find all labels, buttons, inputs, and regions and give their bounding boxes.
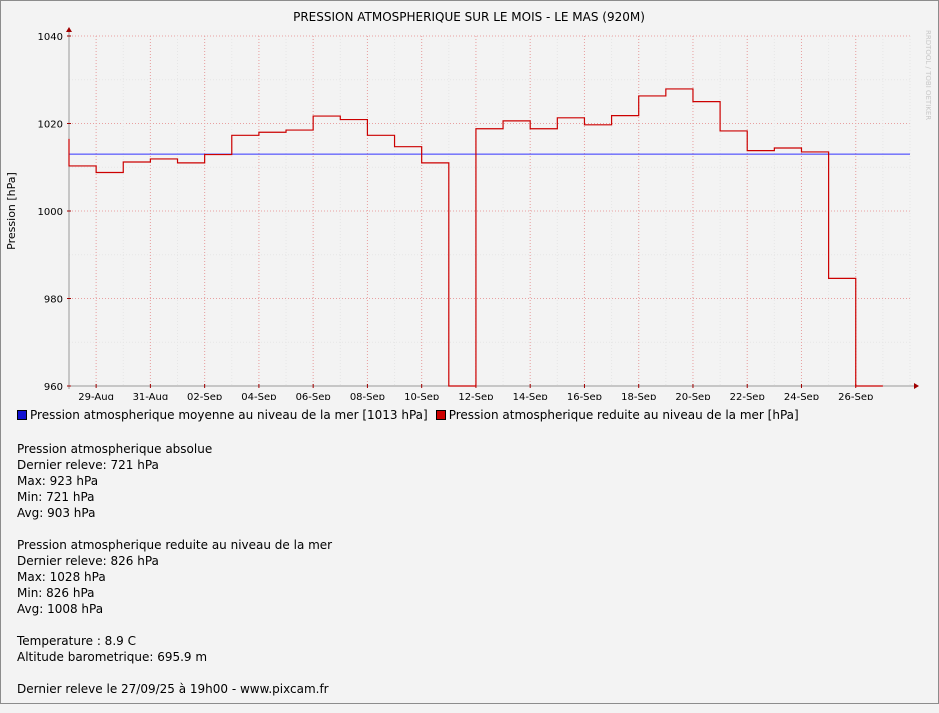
stats-panel: Pression atmospherique absolue Dernier r… [17, 441, 332, 713]
x-tick-label: 26-Sep [838, 392, 873, 400]
x-tick-label: 02-Sep [187, 392, 222, 400]
stats-absolute-last: Dernier releve: 721 hPa [17, 458, 159, 472]
tick-labels: 960 980 1000 1020 1040 29-Aug 31-Aug 02-Sep 04-S… [38, 32, 874, 400]
x-tick-label: 16-Sep [567, 392, 602, 400]
grid-lines [68, 35, 911, 387]
x-tick-label: 12-Sep [458, 392, 493, 400]
watermark: RRDTOOL / TOBI OETIKER [924, 30, 932, 121]
x-tick-label: 29-Aug [78, 392, 114, 400]
stats-absolute-max: Max: 923 hPa [17, 474, 99, 488]
x-tick-label: 10-Sep [404, 392, 439, 400]
stats-reduced-max: Max: 1028 hPa [17, 570, 106, 584]
stats-absolute-title: Pression atmospherique absolue [17, 442, 213, 456]
legend-item-mean: Pression atmospherique moyenne au niveau… [17, 408, 428, 422]
y-axis-label: Pression [hPa] [5, 172, 18, 250]
x-tick-label: 31-Aug [133, 392, 169, 400]
x-tick-label: 04-Sep [241, 392, 276, 400]
stats-absolute-avg: Avg: 903 hPa [17, 506, 96, 520]
y-tick-label: 960 [44, 382, 63, 393]
x-tick-label: 06-Sep [296, 392, 331, 400]
stats-reduced-last: Dernier releve: 826 hPa [17, 554, 159, 568]
stats-reduced-min: Min: 826 hPa [17, 586, 95, 600]
legend-swatch-reduced [435, 410, 446, 420]
x-tick-label: 20-Sep [675, 392, 710, 400]
y-tick-label: 1020 [38, 120, 63, 131]
stats-reduced: Pression atmospherique reduite au niveau… [17, 537, 332, 617]
stats-reduced-avg: Avg: 1008 hPa [17, 602, 104, 616]
legend-label-reduced: Pression atmospherique reduite au niveau… [448, 408, 799, 422]
stats-footer: Dernier releve le 27/09/25 à 19h00 - www… [17, 682, 329, 696]
series-lines [68, 88, 910, 387]
stats-temperature: Temperature : 8.9 C [17, 634, 136, 648]
y-tick-label: 980 [44, 295, 63, 306]
axes [66, 27, 919, 389]
y-tick-label: 1000 [38, 207, 63, 218]
legend-label-mean: Pression atmospherique moyenne au niveau… [30, 408, 428, 422]
legend-swatch-mean [17, 410, 27, 420]
stats-misc: Temperature : 8.9 C Altitude barometriqu… [17, 633, 332, 665]
legend-item-reduced: Pression atmospherique reduite au niveau… [435, 408, 799, 422]
x-tick-label: 22-Sep [730, 392, 765, 400]
stats-absolute: Pression atmospherique absolue Dernier r… [17, 441, 332, 521]
pressure-chart: PRESSION ATMOSPHERIQUE SUR LE MOIS - LE … [5, 10, 919, 400]
series-reduced-line [68, 88, 883, 387]
y-tick-label: 1040 [38, 32, 63, 43]
x-tick-label: 18-Sep [621, 392, 656, 400]
y-axis-arrow [66, 27, 72, 32]
x-tick-label: 08-Sep [350, 392, 385, 400]
stats-reduced-title: Pression atmospherique reduite au niveau… [17, 538, 333, 552]
x-axis-arrow [914, 383, 919, 389]
stats-footer-block: Dernier releve le 27/09/25 à 19h00 - www… [17, 681, 332, 697]
stats-absolute-min: Min: 721 hPa [17, 490, 95, 504]
legend: Pression atmospherique moyenne au niveau… [17, 408, 807, 422]
x-tick-label: 24-Sep [784, 392, 819, 400]
stats-altitude: Altitude barometrique: 695.9 m [17, 650, 208, 664]
x-tick-label: 14-Sep [513, 392, 548, 400]
chart-title: PRESSION ATMOSPHERIQUE SUR LE MOIS - LE … [293, 10, 645, 24]
